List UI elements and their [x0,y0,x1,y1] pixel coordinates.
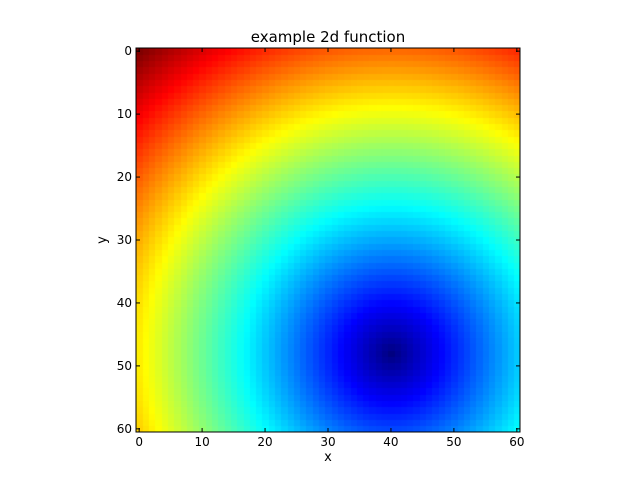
x-tick-label: 0 [135,435,143,449]
x-tick-label: 40 [383,435,398,449]
x-tick-label: 60 [509,435,524,449]
x-tick-label: 20 [257,435,272,449]
y-tick-label: 50 [117,359,132,373]
y-axis-label: y [95,236,110,244]
x-tick-label: 30 [320,435,335,449]
y-axis-ticks: 0 10 20 30 40 50 60 [117,44,520,436]
heatmap-image [136,48,520,432]
y-tick-label: 40 [117,296,132,310]
heatmap-canvas [136,48,520,432]
y-tick-label: 30 [117,233,132,247]
x-axis-label: x [324,450,332,465]
y-tick-label: 60 [117,422,132,436]
x-tick-label: 10 [194,435,209,449]
chart-title: example 2d function [251,28,405,46]
y-tick-label: 20 [117,170,132,184]
y-tick-label: 0 [124,44,132,58]
y-tick-label: 10 [117,107,132,121]
x-axis-ticks: 0 10 20 30 40 50 60 [135,48,524,449]
x-tick-label: 50 [446,435,461,449]
